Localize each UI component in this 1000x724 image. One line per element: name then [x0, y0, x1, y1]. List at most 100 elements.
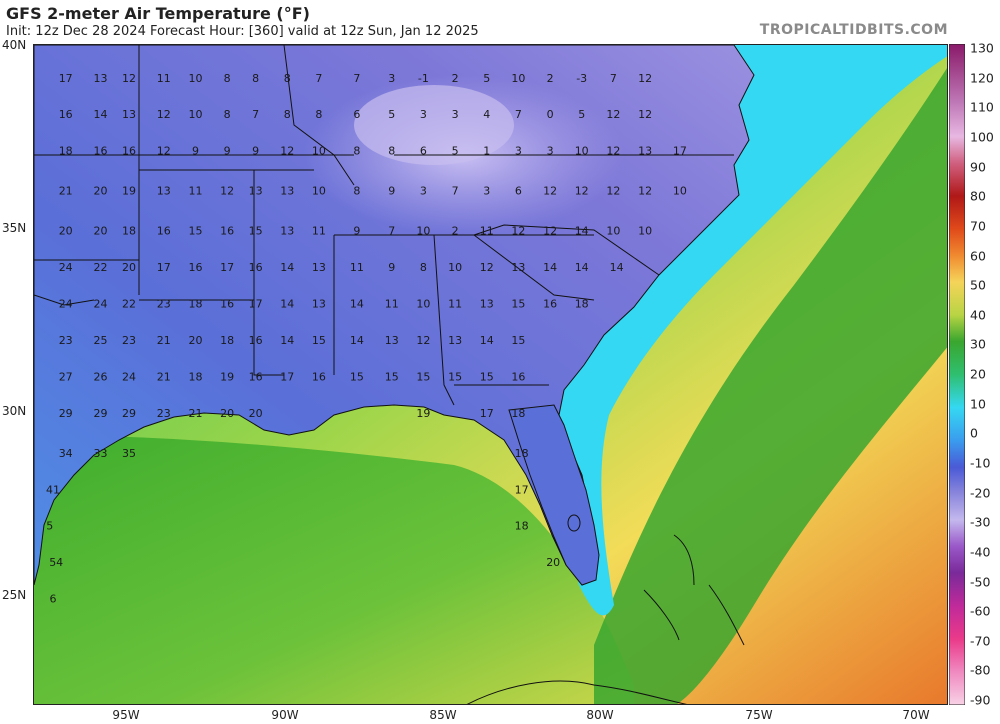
lake-okeechobee	[567, 514, 581, 532]
colorbar-tick-label: 30	[970, 336, 986, 352]
lat-label-30n: 30N	[2, 404, 27, 418]
station-temp-label: 10	[448, 261, 462, 274]
station-temp-label: 15	[249, 225, 263, 238]
station-temp-label: 2	[452, 72, 459, 85]
station-temp-label: 17	[515, 483, 529, 496]
station-temp-label: 13	[312, 298, 326, 311]
colorbar-tick-label: 120	[970, 70, 994, 86]
station-temp-label: 13	[249, 185, 263, 198]
station-temp-label: 13	[638, 145, 652, 158]
watermark: TROPICALTIDBITS.COM	[759, 22, 948, 38]
station-temp-label: 13	[511, 261, 525, 274]
station-temp-label: 16	[122, 145, 136, 158]
station-temp-label: 12	[606, 145, 620, 158]
station-temp-label: 8	[353, 185, 360, 198]
station-temp-label: 10	[416, 298, 430, 311]
station-temp-label: 24	[59, 261, 73, 274]
station-temp-label: 12	[122, 72, 136, 85]
station-temp-label: 10	[189, 72, 203, 85]
station-temp-label: 17	[157, 261, 171, 274]
station-temp-label: 11	[448, 298, 462, 311]
station-temp-label: 3	[420, 185, 427, 198]
station-temp-label: 24	[122, 370, 136, 383]
station-temp-label: 8	[284, 108, 291, 121]
station-temp-label: 18	[511, 407, 525, 420]
colorbar-tick-label: -90	[970, 692, 991, 708]
station-temp-label: 4	[483, 108, 490, 121]
station-temp-label: 23	[157, 407, 171, 420]
station-temp-label: 9	[192, 145, 199, 158]
station-temp-label: 23	[122, 334, 136, 347]
station-temp-label: 7	[452, 185, 459, 198]
station-temp-label: 16	[220, 298, 234, 311]
station-temp-label: 12	[638, 72, 652, 85]
station-temp-label: 10	[575, 145, 589, 158]
station-temp-label: 2	[547, 72, 554, 85]
state-borders	[34, 45, 734, 406]
colorbar-tick-label: -70	[970, 633, 991, 649]
station-temp-label: 24	[94, 298, 108, 311]
lat-label-25n: 25N	[2, 588, 27, 602]
station-temp-label: 21	[189, 407, 203, 420]
station-temp-label: 21	[59, 185, 73, 198]
station-temp-label: 15	[312, 334, 326, 347]
station-temp-label: 7	[388, 225, 395, 238]
station-temp-label: 26	[94, 370, 108, 383]
colorbar-tick-label: 80	[970, 188, 986, 204]
station-temp-label: 21	[157, 370, 171, 383]
colorbar-tick-label: -60	[970, 603, 991, 619]
station-temp-label: 13	[385, 334, 399, 347]
station-temp-label: 5	[483, 72, 490, 85]
lon-label-85w: 85W	[429, 708, 457, 722]
station-temp-label: 18	[189, 370, 203, 383]
station-temp-label: 16	[249, 261, 263, 274]
station-temp-label: 5	[388, 108, 395, 121]
station-temp-label: 12	[511, 225, 525, 238]
station-temp-label: 6	[515, 185, 522, 198]
station-temp-label: 15	[350, 370, 364, 383]
station-temp-label: 8	[315, 108, 322, 121]
station-temp-label: 12	[638, 185, 652, 198]
florida-peninsula	[508, 404, 600, 586]
station-temp-label: 20	[546, 556, 560, 569]
station-temp-label: 17	[220, 261, 234, 274]
station-temp-label: 22	[122, 298, 136, 311]
station-temp-label: 10	[312, 185, 326, 198]
station-temp-label: 41	[46, 483, 60, 496]
station-temp-label: 14	[350, 334, 364, 347]
lon-label-75w: 75W	[745, 708, 773, 722]
station-temp-label: 20	[249, 407, 263, 420]
station-temp-label: 18	[575, 298, 589, 311]
station-temp-label: 14	[575, 225, 589, 238]
station-temp-label: 19	[416, 407, 430, 420]
colorbar-tick-label: 10	[970, 396, 986, 412]
station-temp-label: 20	[59, 225, 73, 238]
station-temp-label: 7	[353, 72, 360, 85]
station-temp-label: 12	[638, 108, 652, 121]
colorbar-tick-label: -30	[970, 514, 991, 530]
station-temp-label: 20	[220, 407, 234, 420]
station-temp-label: 8	[284, 72, 291, 85]
station-temp-label: 17	[673, 145, 687, 158]
station-temp-label: 18	[122, 225, 136, 238]
station-temp-label: 9	[224, 145, 231, 158]
lon-label-90w: 90W	[271, 708, 299, 722]
station-temp-label: 14	[280, 334, 294, 347]
station-temp-label: 9	[388, 261, 395, 274]
station-temp-label: 7	[315, 72, 322, 85]
colorbar	[949, 44, 965, 705]
station-temp-label: 11	[385, 298, 399, 311]
caribbean-islands	[466, 534, 745, 704]
colorbar-tick-label: 130	[970, 40, 994, 56]
station-temp-label: 14	[575, 261, 589, 274]
station-temp-label: 10	[511, 72, 525, 85]
station-temp-label: 29	[122, 407, 136, 420]
station-temp-label: 5	[578, 108, 585, 121]
station-temp-label: 2	[452, 225, 459, 238]
station-temp-label: 3	[388, 72, 395, 85]
station-temp-label: 17	[480, 407, 494, 420]
colorbar-tick-label: 110	[970, 99, 994, 115]
station-temp-label: 7	[252, 108, 259, 121]
station-temp-label: 16	[249, 334, 263, 347]
